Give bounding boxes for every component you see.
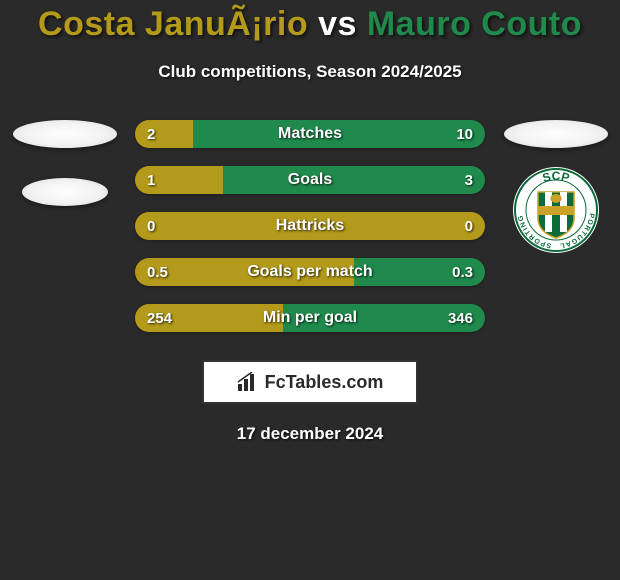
- logo-text-top: SCP: [540, 169, 570, 185]
- subtitle: Club competitions, Season 2024/2025: [0, 62, 620, 82]
- placeholder-badge-ellipse: [22, 178, 108, 206]
- brand-text: FcTables.com: [265, 372, 384, 393]
- placeholder-badge-ellipse: [504, 120, 608, 148]
- stat-bar-left-segment: [135, 212, 485, 240]
- sporting-cp-logo: SCP SPORTING PORTUGAL: [506, 166, 606, 254]
- stat-bar: Min per goal254346: [135, 304, 485, 332]
- title-player2: Mauro Couto: [367, 5, 582, 43]
- brand-badge: FcTables.com: [202, 360, 418, 404]
- bar-chart-icon: [237, 372, 259, 392]
- svg-text:SCP: SCP: [540, 169, 570, 185]
- page-title: Costa JanuÃ¡rio vs Mauro Couto: [0, 5, 620, 44]
- stat-bar-left-segment: [135, 304, 283, 332]
- stat-bar: Goals13: [135, 166, 485, 194]
- stat-bar-right-segment: [354, 258, 485, 286]
- title-player1: Costa JanuÃ¡rio: [38, 5, 308, 43]
- comparison-chart: Costa JanuÃ¡rio vs Mauro Couto Club comp…: [0, 0, 620, 444]
- stat-bars: Matches210 Goals13 Hattricks00 Goals per ma…: [135, 120, 485, 332]
- stat-bar-right-segment: [193, 120, 485, 148]
- stat-bar: Hattricks00: [135, 212, 485, 240]
- date-line: 17 december 2024: [0, 424, 620, 444]
- right-badge-column: SCP SPORTING PORTUGAL: [503, 120, 608, 254]
- comparison-body: Matches210 Goals13 Hattricks00 Goals per ma…: [0, 120, 620, 332]
- placeholder-badge-ellipse: [13, 120, 117, 148]
- stat-bar-left-segment: [135, 166, 223, 194]
- stat-bar: Goals per match0.50.3: [135, 258, 485, 286]
- stat-bar-right-segment: [223, 166, 486, 194]
- stat-bar-left-segment: [135, 258, 354, 286]
- stat-bar-left-segment: [135, 120, 193, 148]
- left-badge-column: [12, 120, 117, 206]
- stat-bar: Matches210: [135, 120, 485, 148]
- stat-bar-right-segment: [283, 304, 485, 332]
- title-vs: vs: [318, 5, 357, 43]
